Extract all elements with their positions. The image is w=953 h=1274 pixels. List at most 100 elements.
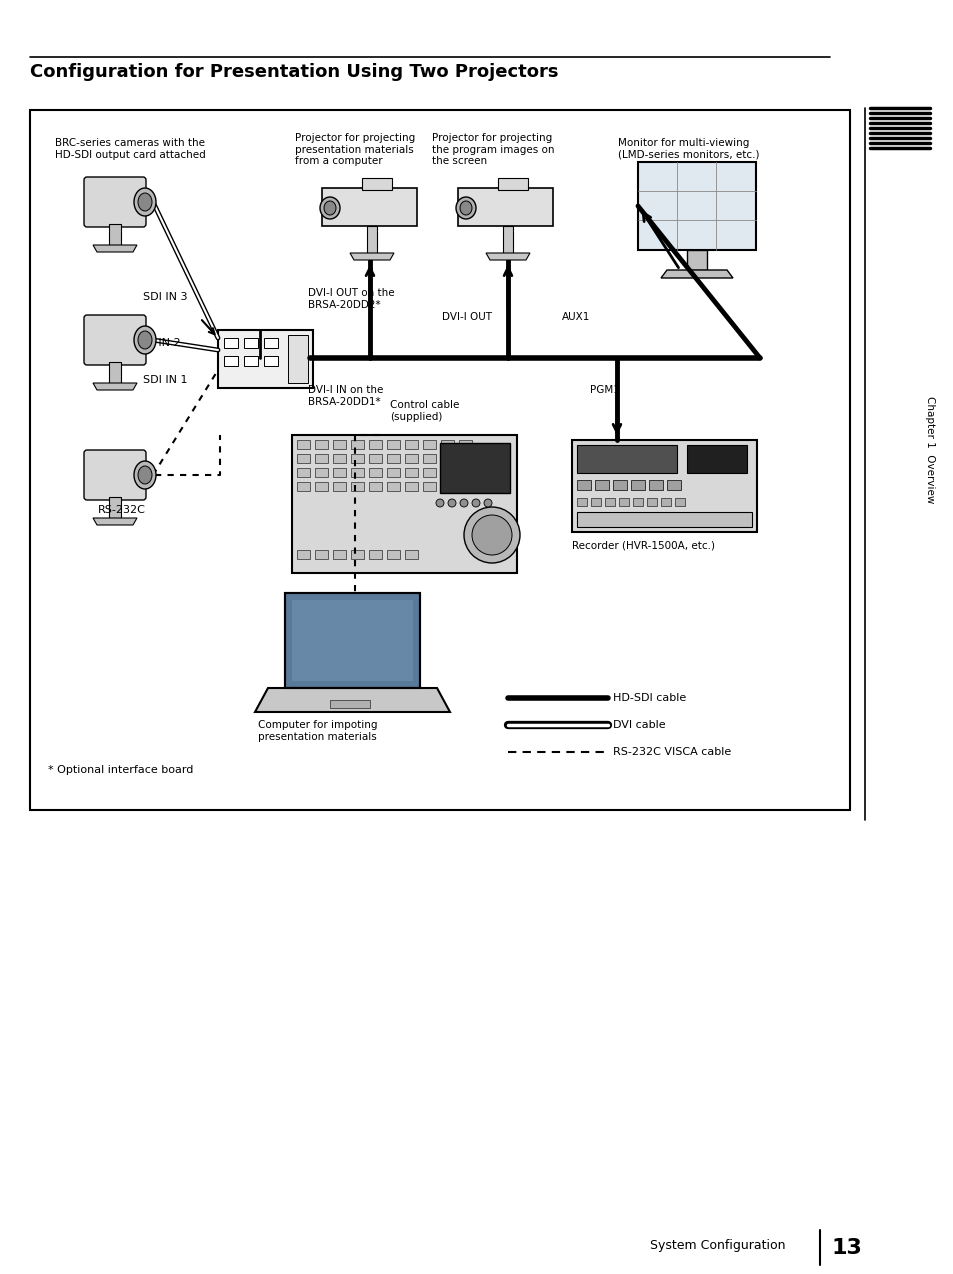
- Polygon shape: [92, 245, 137, 252]
- Bar: [369, 482, 381, 490]
- Bar: [296, 454, 310, 462]
- Bar: [288, 335, 308, 383]
- Bar: [405, 440, 417, 448]
- Ellipse shape: [324, 201, 335, 215]
- Polygon shape: [254, 688, 450, 712]
- FancyBboxPatch shape: [84, 177, 146, 227]
- Bar: [218, 330, 313, 389]
- Bar: [440, 454, 454, 462]
- Ellipse shape: [138, 466, 152, 484]
- Bar: [387, 468, 399, 476]
- Bar: [369, 454, 381, 462]
- Bar: [361, 178, 392, 190]
- Bar: [109, 362, 121, 383]
- Bar: [224, 355, 237, 366]
- Bar: [405, 550, 417, 559]
- Text: SDI IN 2: SDI IN 2: [136, 338, 180, 348]
- Bar: [440, 468, 454, 476]
- Bar: [666, 480, 680, 490]
- Bar: [458, 454, 472, 462]
- Text: BRC-series cameras with the
HD-SDI output card attached: BRC-series cameras with the HD-SDI outpu…: [55, 138, 206, 159]
- Bar: [314, 550, 328, 559]
- Bar: [351, 482, 364, 490]
- Ellipse shape: [456, 197, 476, 219]
- Bar: [62, 158, 327, 533]
- Circle shape: [459, 499, 468, 507]
- Text: SDI IN 1: SDI IN 1: [143, 375, 188, 385]
- Bar: [502, 225, 513, 254]
- Text: * Optional interface board: * Optional interface board: [48, 764, 193, 775]
- Bar: [285, 592, 419, 688]
- Text: Recorder (HVR-1500A, etc.): Recorder (HVR-1500A, etc.): [572, 540, 714, 550]
- Text: Monitor for multi-viewing
(LMD-series monitors, etc.): Monitor for multi-viewing (LMD-series mo…: [618, 138, 759, 159]
- Bar: [686, 445, 746, 473]
- Text: System Configuration: System Configuration: [649, 1238, 784, 1251]
- Bar: [405, 454, 417, 462]
- Bar: [387, 550, 399, 559]
- Bar: [369, 440, 381, 448]
- Text: 13: 13: [831, 1238, 862, 1257]
- Bar: [369, 468, 381, 476]
- Bar: [422, 482, 436, 490]
- Bar: [351, 454, 364, 462]
- Bar: [577, 445, 677, 473]
- Text: Computer for impoting
presentation materials: Computer for impoting presentation mater…: [257, 720, 377, 741]
- Bar: [367, 225, 376, 254]
- Bar: [405, 468, 417, 476]
- Bar: [244, 338, 257, 348]
- Bar: [422, 454, 436, 462]
- Bar: [675, 498, 684, 506]
- Bar: [333, 468, 346, 476]
- Bar: [572, 440, 757, 533]
- Bar: [405, 482, 417, 490]
- Bar: [296, 440, 310, 448]
- Bar: [422, 440, 436, 448]
- Bar: [577, 480, 590, 490]
- Text: Chapter 1  Overview: Chapter 1 Overview: [924, 396, 934, 503]
- Text: RS-232C VISCA cable: RS-232C VISCA cable: [613, 747, 731, 757]
- Bar: [618, 498, 628, 506]
- Bar: [604, 498, 615, 506]
- Bar: [109, 497, 121, 519]
- Ellipse shape: [138, 331, 152, 349]
- Ellipse shape: [459, 201, 472, 215]
- Bar: [630, 480, 644, 490]
- Bar: [296, 482, 310, 490]
- Bar: [322, 189, 416, 225]
- Bar: [686, 250, 706, 270]
- Circle shape: [463, 507, 519, 563]
- Bar: [244, 355, 257, 366]
- Polygon shape: [660, 270, 732, 278]
- Text: HD-SDI cable: HD-SDI cable: [613, 693, 685, 703]
- Bar: [333, 550, 346, 559]
- Circle shape: [472, 515, 512, 555]
- Polygon shape: [92, 383, 137, 390]
- Ellipse shape: [133, 326, 156, 354]
- Bar: [577, 512, 751, 527]
- Bar: [264, 338, 277, 348]
- Polygon shape: [350, 254, 394, 260]
- Bar: [330, 699, 370, 708]
- Bar: [387, 454, 399, 462]
- Bar: [439, 443, 510, 493]
- Ellipse shape: [319, 197, 339, 219]
- Bar: [633, 498, 642, 506]
- Text: Projector for projecting
presentation materials
from a computer: Projector for projecting presentation ma…: [294, 132, 415, 166]
- Bar: [314, 454, 328, 462]
- Bar: [292, 434, 517, 573]
- Bar: [440, 440, 454, 448]
- Bar: [577, 498, 586, 506]
- Polygon shape: [92, 519, 137, 525]
- Bar: [440, 482, 454, 490]
- Text: DVI-I OUT: DVI-I OUT: [441, 312, 492, 322]
- Circle shape: [483, 499, 492, 507]
- Bar: [296, 468, 310, 476]
- Bar: [296, 550, 310, 559]
- Text: SDI IN 3: SDI IN 3: [143, 292, 188, 302]
- Ellipse shape: [133, 189, 156, 217]
- Text: RS-232C: RS-232C: [98, 505, 146, 515]
- Circle shape: [436, 499, 443, 507]
- Bar: [292, 600, 413, 682]
- Bar: [224, 338, 237, 348]
- Bar: [638, 162, 755, 250]
